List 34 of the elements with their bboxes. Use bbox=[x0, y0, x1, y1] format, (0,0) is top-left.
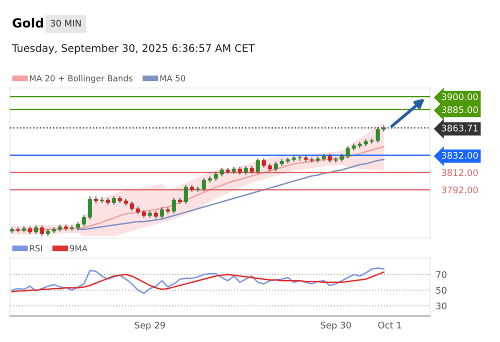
x-tick-label: Oct 1 bbox=[378, 322, 402, 329]
candlestick bbox=[70, 226, 74, 231]
y-tick-label: 3900.00 bbox=[442, 93, 478, 100]
y-tick-label: 30 bbox=[436, 302, 446, 310]
chart-title: Gold bbox=[12, 18, 44, 28]
candlestick bbox=[100, 197, 104, 204]
y-tick-label: 3792.00 bbox=[442, 186, 478, 194]
legend-label: MA 50 bbox=[160, 75, 186, 82]
y-tick-label: 3863.71 bbox=[442, 124, 478, 132]
x-tick-label: Sep 30 bbox=[320, 322, 351, 330]
candlestick bbox=[40, 226, 44, 236]
x-tick-label: Sep 29 bbox=[134, 322, 165, 330]
legend-label: MA 20 + Bollinger Bands bbox=[30, 74, 132, 83]
candlestick bbox=[160, 207, 164, 219]
y-tick-label: 3812.00 bbox=[442, 169, 478, 176]
chart-subtitle: Tuesday, September 30, 2025 6:36:57 AM CET bbox=[12, 44, 255, 54]
y-tick-label: 50 bbox=[436, 286, 446, 294]
candlestick bbox=[172, 198, 176, 214]
y-tick-label: 3832.00 bbox=[442, 152, 478, 159]
candlestick bbox=[202, 178, 206, 192]
candlestick bbox=[256, 158, 260, 174]
line-series bbox=[11, 271, 385, 292]
legend-label: RSI bbox=[30, 245, 42, 252]
candlestick bbox=[184, 184, 188, 204]
y-tick-label: 70 bbox=[436, 271, 446, 278]
y-tick-label: 3885.00 bbox=[442, 106, 478, 114]
legend-label: 9MA bbox=[70, 245, 88, 252]
line-series bbox=[77, 158, 385, 230]
line-series bbox=[11, 267, 385, 294]
candlestick bbox=[88, 196, 92, 220]
candlestick bbox=[82, 215, 86, 226]
line-series bbox=[11, 146, 385, 231]
text: 30 MIN bbox=[50, 20, 81, 27]
candlestick bbox=[94, 196, 98, 204]
